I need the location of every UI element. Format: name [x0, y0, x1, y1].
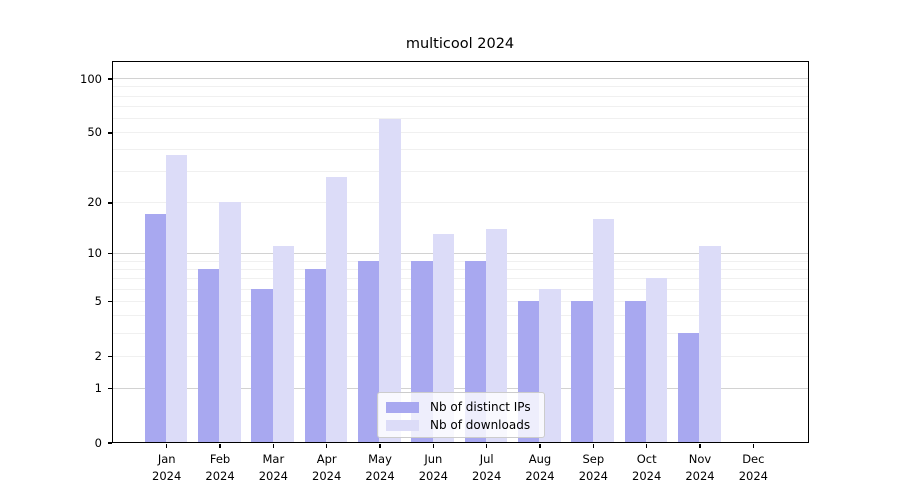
x-tick-mark — [539, 443, 541, 448]
y-tick-mark — [107, 78, 112, 80]
gridline-minor — [113, 149, 808, 151]
x-axis-tick-label: Jul 2024 — [459, 451, 515, 484]
y-axis-tick-label: 10 — [87, 246, 102, 261]
x-tick-mark — [486, 443, 488, 448]
x-axis-tick-year: 2024 — [472, 468, 502, 483]
legend-label-downloads: Nb of downloads — [430, 418, 531, 432]
x-axis-tick-label: Jun 2024 — [405, 451, 461, 484]
x-axis-tick-label: Apr 2024 — [299, 451, 355, 484]
y-tick-mark — [107, 355, 112, 357]
x-axis-tick-year: 2024 — [685, 468, 715, 483]
bar-nb-of-downloads-may — [379, 119, 401, 443]
x-axis-tick-year: 2024 — [632, 468, 662, 483]
bar-nb-of-downloads-nov — [699, 246, 721, 443]
x-axis-tick-label: Nov 2024 — [672, 451, 728, 484]
y-axis-tick-label: 20 — [87, 195, 102, 210]
x-axis-tick-label: Mar 2024 — [245, 451, 301, 484]
gridline-major — [113, 387, 808, 389]
x-axis-tick-year: 2024 — [258, 468, 288, 483]
bar-nb-of-downloads-jun — [432, 234, 454, 443]
gridline-minor — [113, 132, 808, 134]
x-axis-tick-year: 2024 — [365, 468, 395, 483]
x-axis-tick-year: 2024 — [525, 468, 555, 483]
bar-nb-of-downloads-apr — [325, 176, 348, 443]
x-axis-tick-label: Feb 2024 — [192, 451, 248, 484]
y-tick-mark — [107, 132, 112, 134]
bar-nb-of-downloads-mar — [272, 246, 294, 443]
bar-nb-of-downloads-oct — [645, 278, 668, 443]
x-axis-tick-year: 2024 — [418, 468, 448, 483]
bar-nb-of-distinct-ips-jan — [144, 214, 166, 443]
gridline-major — [113, 253, 808, 255]
legend-row-distinct-ips: Nb of distinct IPs — [386, 398, 536, 416]
x-axis-tick-year: 2024 — [738, 468, 768, 483]
bar-nb-of-downloads-jan — [165, 155, 188, 443]
bar-nb-of-downloads-sep — [592, 218, 614, 443]
bar-nb-of-downloads-feb — [219, 202, 241, 443]
x-tick-mark — [379, 443, 381, 448]
x-axis-tick-year: 2024 — [152, 468, 182, 483]
legend: Nb of distinct IPs Nb of downloads — [377, 392, 545, 438]
bar-nb-of-distinct-ips-feb — [197, 268, 220, 443]
x-tick-mark — [272, 443, 274, 448]
x-axis-tick-label: May 2024 — [352, 451, 408, 484]
gridline-minor — [113, 332, 808, 334]
y-tick-mark — [107, 301, 112, 303]
y-axis-tick-label: 2 — [94, 348, 102, 363]
y-tick-mark — [107, 442, 112, 444]
gridline-minor — [113, 202, 808, 204]
gridline-minor — [113, 106, 808, 108]
x-axis-tick-label: Oct 2024 — [619, 451, 675, 484]
bar-nb-of-distinct-ips-oct — [624, 300, 646, 443]
x-tick-mark — [432, 443, 434, 448]
legend-label-distinct-ips: Nb of distinct IPs — [430, 400, 531, 414]
gridline-minor — [113, 288, 808, 290]
x-axis-tick-label: Dec 2024 — [725, 451, 781, 484]
gridline-minor — [113, 315, 808, 317]
y-axis-tick-label: 5 — [94, 294, 102, 309]
x-tick-mark — [219, 443, 221, 448]
chart-title: multicool 2024 — [405, 36, 515, 52]
x-tick-mark — [752, 443, 754, 448]
gridline-minor — [113, 86, 808, 88]
x-axis-tick-label: Sep 2024 — [565, 451, 621, 484]
plot-area — [112, 61, 809, 443]
bar-nb-of-distinct-ips-nov — [677, 332, 700, 443]
y-tick-mark — [107, 202, 112, 204]
x-tick-mark — [166, 443, 168, 448]
gridline-minor — [113, 300, 808, 302]
bar-nb-of-downloads-jul — [485, 228, 508, 443]
legend-swatch-distinct-ips — [386, 401, 419, 413]
legend-swatch-downloads — [386, 419, 419, 431]
x-tick-mark — [326, 443, 328, 448]
gridline-minor — [113, 95, 808, 97]
y-tick-mark — [107, 387, 112, 389]
y-axis-tick-label: 1 — [94, 380, 102, 395]
y-axis-tick-label: 100 — [80, 71, 102, 86]
x-axis-tick-year: 2024 — [312, 468, 342, 483]
legend-row-downloads: Nb of downloads — [386, 416, 536, 434]
bar-nb-of-distinct-ips-apr — [304, 268, 326, 443]
y-axis-tick-label: 0 — [94, 435, 102, 450]
gridline-minor — [113, 355, 808, 357]
bar-nb-of-distinct-ips-mar — [251, 288, 273, 443]
x-axis-tick-year: 2024 — [578, 468, 608, 483]
x-axis-tick-year: 2024 — [205, 468, 235, 483]
y-axis-tick-label: 50 — [87, 125, 102, 140]
gridline-minor — [113, 278, 808, 280]
x-tick-mark — [646, 443, 648, 448]
gridline-minor — [113, 171, 808, 173]
bar-nb-of-distinct-ips-may — [357, 260, 380, 443]
x-axis-tick-label: Aug 2024 — [512, 451, 568, 484]
x-axis-tick-label: Jan 2024 — [139, 451, 195, 484]
gridline-minor — [113, 260, 808, 262]
gridline-major — [113, 78, 808, 80]
x-tick-mark — [592, 443, 594, 448]
gridline-minor — [113, 118, 808, 120]
y-tick-mark — [107, 253, 112, 255]
gridline-minor — [113, 268, 808, 270]
bar-nb-of-distinct-ips-sep — [571, 300, 593, 443]
x-tick-mark — [699, 443, 701, 448]
